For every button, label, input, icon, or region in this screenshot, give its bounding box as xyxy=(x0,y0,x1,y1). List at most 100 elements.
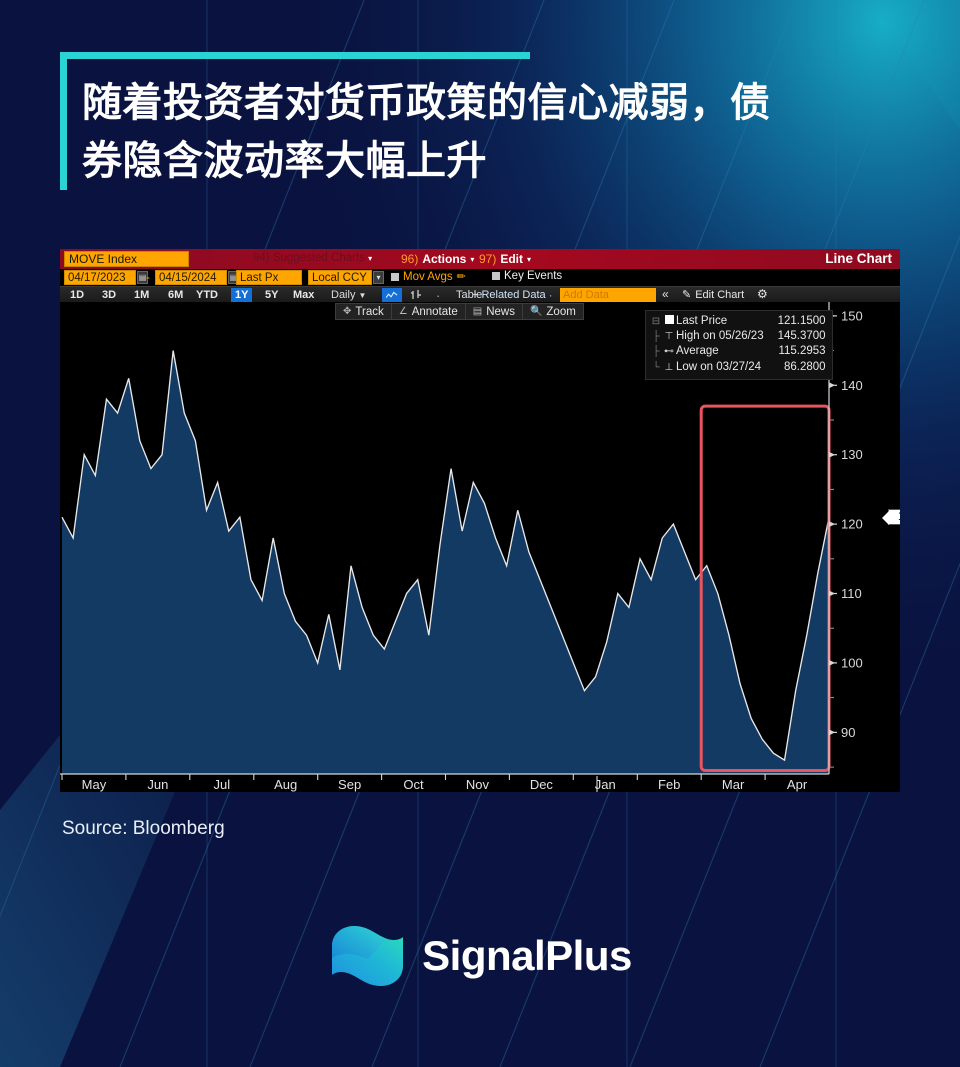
track-button[interactable]: ✥ Track xyxy=(335,303,392,320)
checkbox-icon xyxy=(391,272,399,281)
line-chart-icon xyxy=(386,291,398,298)
x-axis-ticks xyxy=(61,774,766,780)
y-tick-arrow xyxy=(829,382,835,389)
annotate-icon: ∠ xyxy=(398,306,408,317)
x-tick-label: Sep xyxy=(338,777,361,792)
y-tick-label: 130 xyxy=(841,447,863,462)
chevron-down-icon: ▾ xyxy=(470,254,475,264)
period-1y[interactable]: 1Y xyxy=(231,288,253,302)
stat-label-high: High on 05/26/23 xyxy=(676,330,764,343)
pencil-icon[interactable]: ✏ xyxy=(456,271,466,283)
interval-select[interactable]: Daily ▼ xyxy=(327,288,370,302)
chart-type-label: Line Chart xyxy=(825,251,892,266)
date-from-input[interactable]: 04/17/2023 xyxy=(64,270,136,285)
x-tick-label: Apr xyxy=(787,777,808,792)
price-field-select[interactable]: Last Px xyxy=(236,270,302,285)
news-icon: ▤ xyxy=(472,306,483,317)
x-tick-label: May xyxy=(82,777,107,792)
currency-dropdown-arrow[interactable]: ▾ xyxy=(373,271,384,284)
stat-value-last-price: 121.1500 xyxy=(777,315,826,327)
stat-label-average: Average xyxy=(676,345,719,358)
terminal-periods-row: 1D 3D 1M 6M YTD 1Y 5Y Max Daily ▼ · Tabl… xyxy=(60,286,900,303)
high-marker-icon: ⊤ xyxy=(664,331,674,343)
news-label: News xyxy=(486,305,515,318)
currency-select[interactable]: Local CCY xyxy=(308,270,372,285)
magnifier-icon: 🔍 xyxy=(529,306,543,317)
y-tick-label: 140 xyxy=(841,378,863,393)
chart-style-bar-button[interactable] xyxy=(407,288,426,302)
chart-style-line-button[interactable] xyxy=(382,288,402,302)
period-ytd[interactable]: YTD xyxy=(196,289,218,301)
chart-tool-strip: ✥ Track ∠ Annotate ▤ News 🔍 Zoom xyxy=(335,303,584,320)
actions-button[interactable]: 96) Actions ▾ xyxy=(401,252,474,266)
headline-block: 随着投资者对货币政策的信心减弱，债 券隐含波动率大幅上升 xyxy=(60,52,910,190)
signalplus-logo-icon xyxy=(332,926,404,986)
related-data-button[interactable]: + Related Data · xyxy=(468,288,557,302)
date-to-input[interactable]: 04/15/2024 xyxy=(155,270,227,285)
period-max[interactable]: Max xyxy=(293,289,315,301)
y-tick-label: 150 xyxy=(841,308,863,323)
date-from-stepper[interactable]: ▤ xyxy=(137,271,148,284)
x-tick-label: Oct xyxy=(403,777,424,792)
chart-axes: 150 140 130 120 110 100 90 xyxy=(60,302,863,780)
add-data-input[interactable]: Add Data xyxy=(560,288,656,302)
related-data-label: Related Data xyxy=(481,289,546,301)
y-tick-label: 100 xyxy=(841,655,863,670)
tree-branch-icon: ├ xyxy=(652,346,660,358)
brand-logo-row: SignalPlus xyxy=(0,920,960,992)
x-tick-label: Mar xyxy=(722,777,745,792)
stats-row-high: ├ ⊤ High on 05/26/23 145.3700 xyxy=(650,329,826,344)
key-events-label: Key Events xyxy=(504,270,563,282)
dot-icon: · xyxy=(548,288,553,302)
y-tick-arrow xyxy=(829,451,835,458)
mov-avgs-label: Mov Avgs xyxy=(403,270,453,283)
edit-chart-button[interactable]: ✎ Edit Chart xyxy=(682,288,744,302)
suggested-charts-button[interactable]: 94) Suggested Charts ▾ xyxy=(253,252,372,264)
gear-icon[interactable]: ⚙ xyxy=(757,287,768,301)
legend-swatch xyxy=(662,314,676,329)
period-3d[interactable]: 3D xyxy=(102,289,117,301)
y-tick-arrow xyxy=(829,590,835,597)
mov-avgs-toggle[interactable]: Mov Avgs ✏ xyxy=(391,270,466,283)
x-tick-label: Nov xyxy=(466,777,490,792)
stat-value-average: 115.2953 xyxy=(778,345,826,358)
y-tick-label: 90 xyxy=(841,725,855,740)
period-1m[interactable]: 1M xyxy=(134,289,150,301)
period-5y[interactable]: 5Y xyxy=(265,289,279,301)
page-title: 随着投资者对货币政策的信心减弱，债 券隐含波动率大幅上升 xyxy=(82,81,771,183)
suggested-charts-label: Suggested Charts xyxy=(272,252,365,264)
edit-button[interactable]: 97) Edit ▾ xyxy=(479,252,531,266)
y-axis-ticks: 150 140 130 120 110 100 90 xyxy=(829,308,863,768)
news-button[interactable]: ▤ News xyxy=(465,303,523,320)
collapse-panel-button[interactable]: « xyxy=(662,287,669,301)
brand-name: SignalPlus xyxy=(422,932,632,979)
zoom-button[interactable]: 🔍 Zoom xyxy=(522,303,584,320)
y-tick-arrow xyxy=(829,659,835,666)
plus-icon: + xyxy=(472,289,479,301)
annotate-button[interactable]: ∠ Annotate xyxy=(391,303,466,320)
x-tick-label: Jun xyxy=(147,777,168,792)
tree-toggle-icon[interactable]: ⊟ xyxy=(651,315,661,327)
stat-value-high: 145.3700 xyxy=(777,330,826,343)
table-button[interactable]: Table xyxy=(456,289,483,301)
y-tick-arrow xyxy=(829,729,835,736)
suggested-charts-num: 94) xyxy=(253,252,270,264)
ticker-input[interactable]: MOVE Index xyxy=(64,251,189,267)
chevron-down-icon: ▼ xyxy=(358,290,367,300)
last-price-flag: 121.1500 xyxy=(882,509,900,526)
y-tick-arrow xyxy=(829,521,835,528)
more-options-dots[interactable]: · xyxy=(436,287,441,303)
x-axis-labels: May Jun Jul Aug Sep Oct Nov Dec Jan Feb Mar Apr xyxy=(82,777,808,792)
accent-bar-top xyxy=(60,52,530,59)
x-tick-label: Dec xyxy=(530,777,554,792)
stats-row-average: ├ ⊷ Average 115.2953 xyxy=(650,344,826,359)
chart-plot-area[interactable]: 150 140 130 120 110 100 90 May Jun Jul Aug Sep Oct N… xyxy=(60,302,900,792)
x-tick-label: Jul xyxy=(213,777,230,792)
area-fill xyxy=(62,350,829,774)
period-6m[interactable]: 6M xyxy=(168,289,184,301)
period-1d[interactable]: 1D xyxy=(70,289,85,301)
key-events-toggle[interactable]: Key Events xyxy=(492,270,562,282)
y-tick-label: 120 xyxy=(841,517,863,532)
chevron-down-icon: ▾ xyxy=(368,254,373,263)
pencil-icon: ✎ xyxy=(682,289,692,301)
